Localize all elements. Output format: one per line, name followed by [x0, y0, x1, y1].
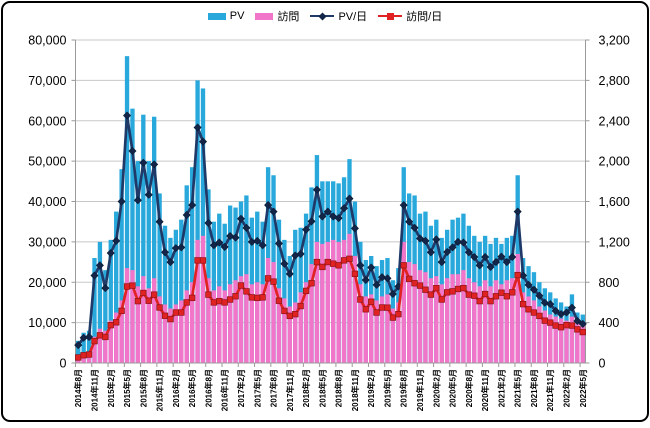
svg-text:2019年5月: 2019年5月 — [382, 369, 392, 407]
markers-pv-per-day — [74, 111, 587, 350]
svg-text:10,000: 10,000 — [28, 316, 66, 330]
svg-text:30,000: 30,000 — [28, 235, 66, 249]
svg-text:2,000: 2,000 — [599, 155, 630, 169]
svg-text:400: 400 — [599, 316, 620, 330]
svg-text:2022年2月: 2022年2月 — [562, 369, 572, 407]
svg-text:2014年11月: 2014年11月 — [89, 369, 99, 411]
svg-text:2015年11月: 2015年11月 — [155, 369, 165, 411]
svg-text:0: 0 — [60, 357, 67, 371]
axes — [71, 39, 590, 367]
svg-text:2020年5月: 2020年5月 — [448, 369, 458, 407]
legend-item-1: 訪問 — [255, 8, 299, 24]
svg-text:2020年8月: 2020年8月 — [464, 369, 474, 407]
svg-text:2015年8月: 2015年8月 — [138, 369, 148, 407]
svg-text:2017年11月: 2017年11月 — [285, 369, 295, 411]
svg-text:2018年11月: 2018年11月 — [350, 369, 360, 411]
markers-visits-per-day — [75, 255, 586, 361]
bars-visits — [76, 233, 585, 363]
svg-text:2018年8月: 2018年8月 — [334, 369, 344, 407]
legend-item-3: 訪問/日 — [378, 8, 442, 24]
svg-text:2017年8月: 2017年8月 — [269, 369, 279, 407]
legend: PV 訪問 PV/日 訪問/日 — [0, 7, 650, 25]
svg-text:2021年11月: 2021年11月 — [545, 369, 555, 411]
svg-text:2015年2月: 2015年2月 — [106, 369, 116, 407]
legend-item-2: PV/日 — [310, 8, 367, 24]
svg-text:2017年5月: 2017年5月 — [252, 369, 262, 407]
legend-label-0: PV — [229, 10, 245, 22]
left-axis-labels: 0 10,000 20,000 30,000 40,000 50,000 60,000 70,… — [28, 34, 66, 371]
svg-text:1,200: 1,200 — [599, 235, 630, 249]
legend-label-2: PV/日 — [338, 11, 368, 23]
svg-text:2018年5月: 2018年5月 — [317, 369, 327, 407]
svg-text:2015年5月: 2015年5月 — [122, 369, 132, 407]
svg-text:2017年2月: 2017年2月 — [236, 369, 246, 407]
svg-text:2014年8月: 2014年8月 — [73, 369, 83, 407]
legend-label-3: 訪問/日 — [406, 11, 443, 23]
svg-text:2016年11月: 2016年11月 — [220, 369, 230, 411]
svg-text:0: 0 — [599, 357, 606, 371]
svg-text:60,000: 60,000 — [28, 114, 66, 128]
svg-text:2019年11月: 2019年11月 — [415, 369, 425, 411]
svg-text:2021年5月: 2021年5月 — [513, 369, 523, 407]
svg-text:2019年8月: 2019年8月 — [399, 369, 409, 407]
svg-text:2,800: 2,800 — [599, 74, 630, 88]
legend-swatch-line-2 — [310, 11, 335, 21]
svg-text:70,000: 70,000 — [28, 74, 66, 88]
x-axis-labels: 2014年8月 2014年11月 2015年2月 2015年5月 2015年8月 2015… — [73, 369, 588, 411]
svg-text:2021年2月: 2021年2月 — [496, 369, 506, 407]
legend-swatch-line-3 — [378, 12, 403, 21]
svg-text:20,000: 20,000 — [28, 276, 66, 290]
right-axis-labels: 0 400 800 1,200 1,600 2,000 2,400 2,800 3,200 — [599, 34, 630, 371]
svg-text:2019年2月: 2019年2月 — [366, 369, 376, 407]
svg-text:2021年8月: 2021年8月 — [529, 369, 539, 407]
legend-item-0: PV — [207, 10, 245, 22]
line-pv-per-day — [77, 114, 584, 346]
svg-text:800: 800 — [599, 276, 620, 290]
svg-text:2020年2月: 2020年2月 — [431, 369, 441, 407]
svg-text:50,000: 50,000 — [28, 155, 66, 169]
svg-text:2020年11月: 2020年11月 — [480, 369, 490, 411]
svg-text:1,600: 1,600 — [599, 195, 630, 209]
svg-text:80,000: 80,000 — [28, 34, 66, 48]
svg-text:2016年5月: 2016年5月 — [187, 369, 197, 407]
svg-text:2018年2月: 2018年2月 — [301, 369, 311, 407]
legend-label-1: 訪問 — [277, 11, 300, 23]
svg-text:2,400: 2,400 — [599, 114, 630, 128]
legend-swatch-bar-0 — [207, 12, 226, 20]
svg-text:3,200: 3,200 — [599, 34, 630, 48]
svg-text:2016年2月: 2016年2月 — [171, 369, 181, 407]
svg-text:2016年8月: 2016年8月 — [203, 369, 213, 407]
legend-swatch-bar-1 — [255, 12, 274, 20]
svg-text:40,000: 40,000 — [28, 195, 66, 209]
svg-text:2022年5月: 2022年5月 — [578, 369, 588, 407]
